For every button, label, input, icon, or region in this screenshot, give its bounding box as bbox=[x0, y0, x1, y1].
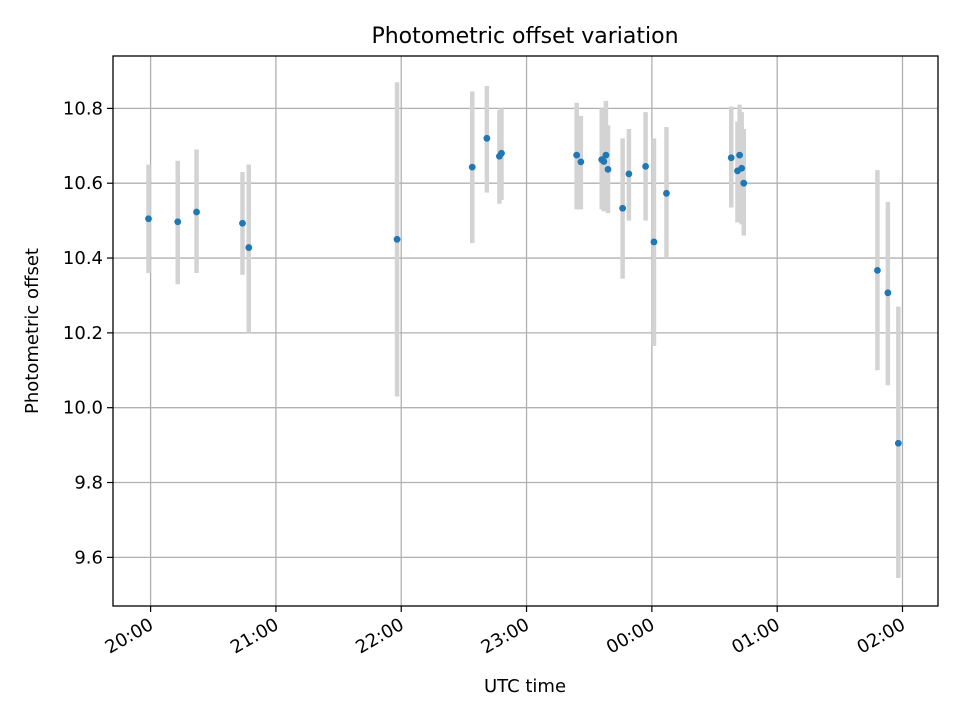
x-axis-title: UTC time bbox=[484, 676, 566, 697]
data-point bbox=[577, 158, 585, 166]
x-tick-label: 01:00 bbox=[728, 614, 783, 658]
data-point bbox=[193, 208, 200, 216]
data-point bbox=[239, 219, 246, 227]
data-point bbox=[625, 170, 633, 178]
x-tick-label: 02:00 bbox=[854, 614, 909, 658]
data-point bbox=[619, 204, 627, 212]
chart-title: Photometric offset variation bbox=[371, 24, 678, 49]
data-point bbox=[738, 164, 746, 172]
x-tick-label: 21:00 bbox=[227, 614, 282, 658]
x-tick-label: 00:00 bbox=[603, 614, 658, 658]
data-point bbox=[174, 218, 182, 226]
y-tick-label: 9.8 bbox=[74, 473, 103, 494]
data-point bbox=[874, 266, 881, 274]
x-tick-label: 23:00 bbox=[478, 614, 533, 658]
y-tick-label: 10.0 bbox=[63, 398, 103, 419]
data-point bbox=[393, 235, 401, 243]
y-axis-ticks: 9.6 9.8 10.0 10.2 10.4 10.6 10.8 bbox=[63, 98, 113, 568]
data-points bbox=[145, 134, 902, 447]
x-tick-label: 22:00 bbox=[352, 614, 407, 658]
y-axis-title: Photometric offset bbox=[22, 248, 43, 414]
data-point bbox=[894, 439, 902, 447]
data-point bbox=[602, 151, 610, 159]
data-point bbox=[245, 244, 253, 251]
data-point bbox=[573, 151, 581, 159]
plot-frame bbox=[112, 55, 939, 607]
data-point bbox=[145, 215, 152, 223]
x-tick-label: 20:00 bbox=[102, 614, 157, 658]
data-point bbox=[642, 162, 649, 170]
data-point bbox=[663, 189, 670, 197]
y-tick-label: 9.6 bbox=[74, 547, 103, 568]
y-tick-label: 10.4 bbox=[63, 248, 103, 269]
data-point bbox=[650, 238, 658, 246]
y-tick-label: 10.8 bbox=[63, 98, 103, 119]
y-tick-label: 10.2 bbox=[63, 323, 103, 344]
data-point bbox=[468, 163, 476, 171]
x-axis-ticks: 20:00 21:00 22:00 23:00 00:00 01:00 02:00 bbox=[102, 606, 909, 658]
data-point bbox=[483, 134, 491, 142]
data-point bbox=[727, 154, 735, 162]
data-point bbox=[498, 149, 505, 157]
data-point bbox=[600, 158, 608, 165]
gridlines bbox=[113, 56, 938, 606]
data-point bbox=[604, 165, 612, 173]
y-tick-label: 10.6 bbox=[63, 173, 103, 194]
data-point bbox=[736, 151, 743, 159]
data-point bbox=[740, 179, 748, 187]
data-point bbox=[884, 289, 892, 297]
error-bars bbox=[146, 82, 901, 578]
